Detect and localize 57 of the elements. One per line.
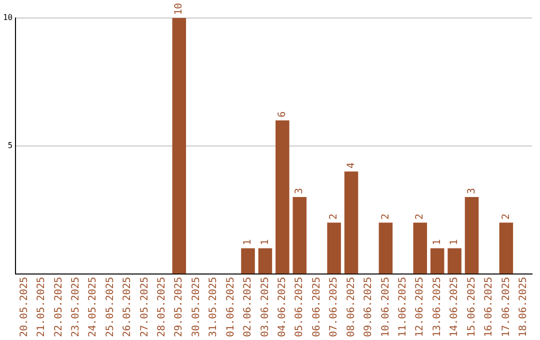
x-tick-label: 08.06.2025: [346, 276, 357, 338]
x-tick-label: 15.06.2025: [466, 276, 478, 338]
data-label: 3: [466, 188, 478, 194]
data-label: 2: [500, 214, 512, 220]
x-tick-label: 04.06.2025: [277, 276, 288, 338]
bar: [499, 222, 514, 274]
x-tick-label: 06.06.2025: [311, 276, 322, 338]
x-tick-label: 28.05.2025: [156, 276, 168, 338]
bar: [172, 18, 186, 274]
x-tick-label: 11.06.2025: [398, 276, 408, 338]
x-tick-label: 07.06.2025: [328, 276, 340, 338]
bar: [241, 248, 255, 274]
x-tick-label: 10.06.2025: [380, 276, 392, 338]
bar: [413, 222, 428, 274]
x-tick-label: 13.06.2025: [432, 276, 443, 338]
data-label: 10: [174, 2, 185, 15]
x-tick-label: 14.06.2025: [449, 276, 460, 338]
data-label: 3: [294, 188, 306, 194]
x-tick-label: 05.06.2025: [294, 276, 306, 338]
data-label: 4: [346, 162, 357, 168]
data-label: 6: [277, 111, 288, 118]
bar: [344, 171, 358, 274]
data-label: 2: [414, 214, 426, 220]
x-tick-label: 20.05.2025: [18, 276, 30, 338]
x-tick-label: 09.06.2025: [363, 276, 374, 338]
data-label: 2: [328, 214, 340, 220]
x-tick-label: 25.05.2025: [104, 276, 116, 338]
bar: [276, 120, 290, 274]
x-tick-label: 17.06.2025: [500, 276, 512, 338]
bar: [258, 248, 272, 274]
bar: [448, 248, 462, 274]
x-tick-label: 30.05.2025: [190, 276, 202, 338]
data-label: 1: [432, 239, 443, 246]
x-tick-label: 01.06.2025: [225, 276, 236, 338]
bar: [292, 197, 307, 274]
x-tick-label: 29.05.2025: [174, 276, 185, 338]
x-tick-label: 18.06.2025: [518, 276, 529, 338]
data-label: 1: [260, 239, 271, 246]
data-label: 1: [449, 239, 460, 246]
x-tick-label: 22.05.2025: [53, 276, 64, 338]
bar: [327, 222, 341, 274]
data-label: 2: [380, 214, 392, 220]
y-tick-label: 5: [8, 140, 13, 150]
x-tick-label: 26.05.2025: [122, 276, 134, 338]
x-tick-label: 21.05.2025: [36, 276, 48, 338]
bar: [464, 197, 479, 274]
data-label: 1: [242, 239, 254, 246]
x-tick-label: 02.06.2025: [242, 276, 254, 338]
x-tick-label: 23.05.2025: [70, 276, 82, 338]
bar: [378, 222, 393, 274]
bar: [430, 248, 444, 274]
x-tick-label: 16.06.2025: [484, 276, 495, 338]
x-tick-label: 24.05.2025: [88, 276, 99, 338]
x-tick-label: 03.06.2025: [260, 276, 271, 338]
x-tick-label: 31.05.2025: [208, 276, 220, 338]
x-tick-label: 27.05.2025: [139, 276, 150, 338]
x-tick-label: 12.06.2025: [414, 276, 426, 338]
